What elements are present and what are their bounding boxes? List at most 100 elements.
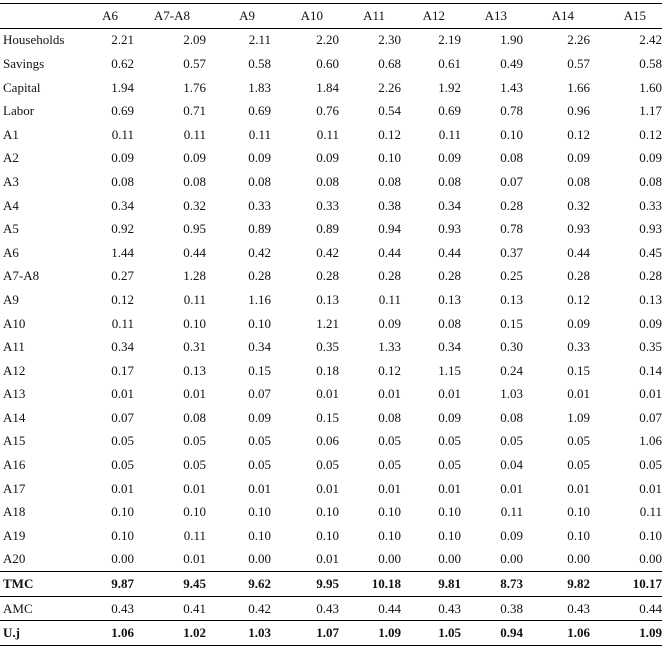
value-cell: 0.43 [438,600,461,616]
value-cell: 9.62 [248,576,271,592]
header-row: A6 A7-A8 A9 A10 A11 A12 A13 A14 A15 [0,4,662,29]
value-cell: 0.11 [183,126,206,142]
value-cell: 0.09 [639,150,662,166]
value-cell: 0.09 [639,315,662,331]
value-cell: 0.54 [378,103,401,119]
value-cell: 0.33 [316,197,339,213]
value-cell: 2.19 [438,32,461,48]
value-cell: 0.10 [111,527,134,543]
value-cell: 0.08 [500,409,523,425]
value-cell: 0.41 [183,600,206,616]
row-label: Households [3,32,65,48]
value-cell: 1.92 [438,79,461,95]
value-cell: 1.09 [639,625,662,641]
value-cell: 0.42 [316,244,339,260]
value-cell: 0.12 [567,291,590,307]
value-cell: 0.60 [316,55,339,71]
table-row: A5 0.92 0.95 0.89 0.89 0.94 0.93 0.78 0.93 0.93 [0,217,662,241]
value-cell: 0.13 [438,291,461,307]
value-cell: 0.05 [316,457,339,473]
table-row: A7-A8 0.27 1.28 0.28 0.28 0.28 0.28 0.25 0.28 0.2… [0,265,662,289]
value-cell: 1.60 [639,79,662,95]
table-row: Capital 1.94 1.76 1.83 1.84 2.26 1.92 1.43 1.66 1… [0,76,662,100]
value-cell: 0.15 [500,315,523,331]
row-label: AMC [3,600,33,616]
value-cell: 0.00 [639,551,662,567]
value-cell: 0.44 [567,244,590,260]
column-header: A6 [102,7,118,23]
value-cell: 2.20 [316,32,339,48]
value-cell: 0.38 [500,600,523,616]
value-cell: 0.01 [567,386,590,402]
value-cell: 0.42 [248,600,271,616]
table-row: A14 0.07 0.08 0.09 0.15 0.08 0.09 0.08 1.09 0.07 [0,406,662,430]
value-cell: 0.00 [438,551,461,567]
column-header: A9 [239,7,255,23]
value-cell: 0.09 [248,150,271,166]
value-cell: 0.28 [248,268,271,284]
value-cell: 0.08 [316,173,339,189]
value-cell: 0.57 [183,55,206,71]
multiplier-table: A6 A7-A8 A9 A10 A11 A12 A13 A14 A15 Households 2.… [0,3,662,647]
value-cell: 0.33 [639,197,662,213]
row-label: A11 [3,339,25,355]
value-cell: 0.01 [639,480,662,496]
row-label: A13 [3,386,26,402]
value-cell: 9.82 [567,576,590,592]
value-cell: 0.08 [438,173,461,189]
value-cell: 0.08 [500,150,523,166]
table-row: A6 1.44 0.44 0.42 0.42 0.44 0.44 0.37 0.44 0.45 [0,241,662,265]
row-label: A17 [3,480,26,496]
row-label: A4 [3,197,19,213]
value-cell: 0.24 [500,362,523,378]
value-cell: 1.94 [111,79,134,95]
value-cell: 0.49 [500,55,523,71]
value-cell: 10.18 [371,576,401,592]
summary-row: AMC 0.43 0.41 0.42 0.43 0.44 0.43 0.38 0.43 0.44 [0,596,662,621]
value-cell: 0.01 [111,386,134,402]
value-cell: 0.05 [438,433,461,449]
value-cell: 0.34 [438,339,461,355]
value-cell: 0.08 [378,173,401,189]
value-cell: 1.02 [183,625,206,641]
summary-row: U.j 1.06 1.02 1.03 1.07 1.09 1.05 0.94 1.06 1.09 [0,620,662,646]
value-cell: 0.01 [567,480,590,496]
value-cell: 0.58 [248,55,271,71]
table-row: A1 0.11 0.11 0.11 0.11 0.12 0.11 0.10 0.12 0.12 [0,123,662,147]
value-cell: 0.76 [316,103,339,119]
value-cell: 0.11 [111,126,134,142]
row-label: Capital [3,79,41,95]
value-cell: 0.13 [316,291,339,307]
value-cell: 0.34 [111,197,134,213]
table-row: A11 0.34 0.31 0.34 0.35 1.33 0.34 0.30 0.33 0.35 [0,335,662,359]
value-cell: 0.11 [111,315,134,331]
value-cell: 0.34 [248,339,271,355]
table-row: A18 0.10 0.10 0.10 0.10 0.10 0.10 0.11 0.10 0.11 [0,500,662,524]
value-cell: 1.21 [316,315,339,331]
value-cell: 9.81 [438,576,461,592]
value-cell: 0.57 [567,55,590,71]
value-cell: 0.14 [639,362,662,378]
value-cell: 0.09 [500,527,523,543]
value-cell: 0.28 [378,268,401,284]
value-cell: 0.25 [500,268,523,284]
value-cell: 0.12 [378,126,401,142]
value-cell: 0.08 [567,173,590,189]
value-cell: 0.10 [639,527,662,543]
column-header: A12 [422,7,445,23]
value-cell: 0.01 [183,551,206,567]
value-cell: 0.00 [111,551,134,567]
column-header: A7-A8 [153,7,190,23]
table-row: A16 0.05 0.05 0.05 0.05 0.05 0.05 0.04 0.05 0.05 [0,453,662,477]
value-cell: 0.06 [316,433,339,449]
value-cell: 0.12 [111,291,134,307]
value-cell: 1.17 [639,103,662,119]
value-cell: 0.28 [567,268,590,284]
row-label: Savings [3,55,45,71]
value-cell: 0.10 [378,527,401,543]
value-cell: 0.10 [183,504,206,520]
value-cell: 0.01 [378,386,401,402]
value-cell: 0.09 [111,150,134,166]
table-row: A19 0.10 0.11 0.10 0.10 0.10 0.10 0.09 0.10 0.10 [0,524,662,548]
value-cell: 0.01 [316,386,339,402]
